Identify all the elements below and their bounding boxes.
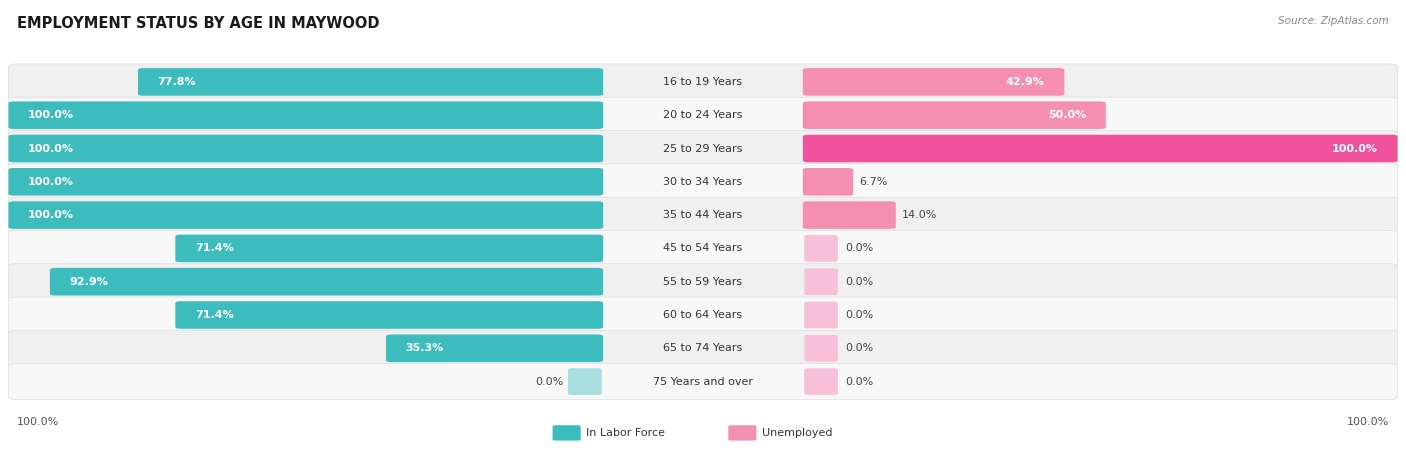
FancyBboxPatch shape bbox=[804, 268, 838, 295]
Text: 100.0%: 100.0% bbox=[28, 177, 75, 187]
FancyBboxPatch shape bbox=[728, 425, 756, 441]
FancyBboxPatch shape bbox=[8, 197, 1398, 233]
Text: 0.0%: 0.0% bbox=[845, 377, 873, 387]
Text: 14.0%: 14.0% bbox=[901, 210, 936, 220]
Text: 100.0%: 100.0% bbox=[1347, 417, 1389, 427]
FancyBboxPatch shape bbox=[553, 425, 581, 441]
Text: 0.0%: 0.0% bbox=[536, 377, 564, 387]
Text: 6.7%: 6.7% bbox=[859, 177, 887, 187]
Text: 0.0%: 0.0% bbox=[845, 277, 873, 287]
Text: 42.9%: 42.9% bbox=[1005, 77, 1045, 87]
Text: 0.0%: 0.0% bbox=[845, 343, 873, 353]
FancyBboxPatch shape bbox=[8, 201, 603, 229]
FancyBboxPatch shape bbox=[8, 364, 1398, 400]
Text: 16 to 19 Years: 16 to 19 Years bbox=[664, 77, 742, 87]
Text: 71.4%: 71.4% bbox=[195, 310, 233, 320]
FancyBboxPatch shape bbox=[804, 302, 838, 328]
Text: 77.8%: 77.8% bbox=[157, 77, 197, 87]
Text: 71.4%: 71.4% bbox=[195, 243, 233, 253]
Text: 35 to 44 Years: 35 to 44 Years bbox=[664, 210, 742, 220]
FancyBboxPatch shape bbox=[8, 264, 1398, 300]
FancyBboxPatch shape bbox=[49, 268, 603, 296]
Text: 25 to 29 Years: 25 to 29 Years bbox=[664, 144, 742, 153]
FancyBboxPatch shape bbox=[8, 64, 1398, 100]
Text: Source: ZipAtlas.com: Source: ZipAtlas.com bbox=[1278, 16, 1389, 26]
Text: 50.0%: 50.0% bbox=[1047, 110, 1087, 120]
Text: 65 to 74 Years: 65 to 74 Years bbox=[664, 343, 742, 353]
FancyBboxPatch shape bbox=[176, 301, 603, 329]
Text: 100.0%: 100.0% bbox=[28, 110, 75, 120]
FancyBboxPatch shape bbox=[8, 230, 1398, 266]
Text: 35.3%: 35.3% bbox=[406, 343, 444, 353]
Text: 45 to 54 Years: 45 to 54 Years bbox=[664, 243, 742, 253]
FancyBboxPatch shape bbox=[803, 101, 1105, 129]
FancyBboxPatch shape bbox=[176, 234, 603, 262]
Text: 92.9%: 92.9% bbox=[69, 277, 108, 287]
FancyBboxPatch shape bbox=[138, 68, 603, 96]
Text: 20 to 24 Years: 20 to 24 Years bbox=[664, 110, 742, 120]
FancyBboxPatch shape bbox=[8, 135, 603, 162]
FancyBboxPatch shape bbox=[803, 135, 1398, 162]
FancyBboxPatch shape bbox=[387, 334, 603, 362]
FancyBboxPatch shape bbox=[804, 335, 838, 362]
FancyBboxPatch shape bbox=[8, 164, 1398, 200]
FancyBboxPatch shape bbox=[568, 368, 602, 395]
Text: 100.0%: 100.0% bbox=[28, 210, 75, 220]
Text: Unemployed: Unemployed bbox=[762, 428, 832, 438]
FancyBboxPatch shape bbox=[804, 368, 838, 395]
FancyBboxPatch shape bbox=[8, 330, 1398, 366]
Text: 30 to 34 Years: 30 to 34 Years bbox=[664, 177, 742, 187]
FancyBboxPatch shape bbox=[8, 297, 1398, 333]
Text: 60 to 64 Years: 60 to 64 Years bbox=[664, 310, 742, 320]
FancyBboxPatch shape bbox=[8, 130, 1398, 166]
Text: 0.0%: 0.0% bbox=[845, 243, 873, 253]
FancyBboxPatch shape bbox=[803, 168, 853, 196]
FancyBboxPatch shape bbox=[804, 235, 838, 262]
Text: 0.0%: 0.0% bbox=[845, 310, 873, 320]
Text: In Labor Force: In Labor Force bbox=[586, 428, 665, 438]
FancyBboxPatch shape bbox=[8, 101, 603, 129]
Text: 100.0%: 100.0% bbox=[28, 144, 75, 153]
Text: 100.0%: 100.0% bbox=[1331, 144, 1378, 153]
Text: 55 to 59 Years: 55 to 59 Years bbox=[664, 277, 742, 287]
FancyBboxPatch shape bbox=[803, 201, 896, 229]
Text: 100.0%: 100.0% bbox=[17, 417, 59, 427]
FancyBboxPatch shape bbox=[8, 168, 603, 196]
Text: 75 Years and over: 75 Years and over bbox=[652, 377, 754, 387]
FancyBboxPatch shape bbox=[8, 97, 1398, 133]
Text: EMPLOYMENT STATUS BY AGE IN MAYWOOD: EMPLOYMENT STATUS BY AGE IN MAYWOOD bbox=[17, 16, 380, 31]
FancyBboxPatch shape bbox=[803, 68, 1064, 96]
